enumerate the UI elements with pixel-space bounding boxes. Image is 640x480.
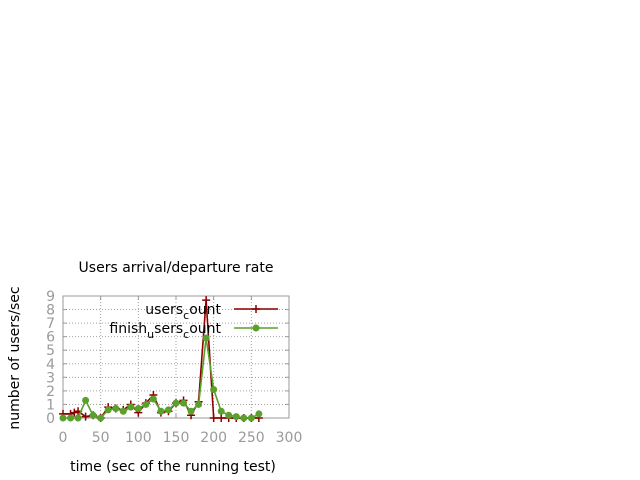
- data-point: [157, 407, 165, 415]
- y-tick-label: 3: [46, 370, 55, 386]
- data-point: [240, 414, 248, 422]
- data-point: [119, 407, 127, 415]
- data-point: [142, 400, 150, 408]
- y-tick-label: 0: [46, 411, 55, 427]
- y-tick-label: 5: [46, 343, 55, 359]
- data-point: [134, 405, 142, 413]
- x-tick-label: 300: [276, 430, 303, 446]
- data-point: [217, 407, 225, 415]
- data-point: [247, 414, 255, 422]
- gridlines: [63, 296, 289, 418]
- data-point: [67, 414, 75, 422]
- data-point: [195, 400, 203, 408]
- y-tick-label: 1: [46, 397, 55, 413]
- y-tick-label: 4: [46, 357, 55, 373]
- data-point: [172, 399, 180, 407]
- series-layer: [59, 296, 263, 422]
- data-point: [149, 395, 157, 403]
- x-tick-label: 0: [59, 430, 68, 446]
- x-axis-label: time (sec of the running test): [70, 459, 276, 475]
- data-point: [202, 296, 211, 305]
- x-tick-label: 100: [125, 430, 152, 446]
- data-point: [70, 408, 79, 417]
- data-point: [74, 414, 82, 422]
- data-point: [180, 399, 188, 407]
- legend-label: finishuserscount: [109, 321, 221, 341]
- data-point: [232, 413, 240, 421]
- data-point: [164, 406, 172, 414]
- x-tick-label: 200: [200, 430, 227, 446]
- data-point: [127, 403, 135, 411]
- data-point: [202, 334, 210, 342]
- data-point: [255, 410, 263, 418]
- y-axis-label: number of users/sec: [7, 286, 23, 429]
- chart-title: Users arrival/departure rate: [79, 260, 274, 276]
- data-point: [89, 411, 97, 419]
- data-point: [104, 406, 112, 414]
- data-point: [82, 396, 90, 404]
- data-point: [217, 414, 226, 422]
- x-tick-label: 250: [238, 430, 265, 446]
- data-point: [225, 411, 233, 419]
- legend-label: userscount: [145, 302, 221, 322]
- data-point: [210, 386, 218, 394]
- series-finish_users_count: [59, 334, 263, 422]
- data-point: [59, 414, 67, 422]
- y-tick-label: 2: [46, 384, 55, 400]
- x-tick-label: 150: [163, 430, 190, 446]
- data-point: [112, 405, 120, 413]
- x-tick-label: 50: [92, 430, 110, 446]
- data-point: [209, 414, 218, 422]
- y-tick-label: 6: [46, 330, 55, 346]
- series-line: [63, 337, 260, 419]
- legend-swatch-marker: [252, 305, 260, 313]
- data-point: [81, 412, 90, 421]
- y-tick-label: 8: [46, 303, 55, 319]
- x-axis: 0 50 100 150 200 250 300: [59, 296, 303, 446]
- data-point: [187, 407, 195, 415]
- y-tick-label: 7: [46, 316, 55, 332]
- legend-swatch-marker: [252, 324, 260, 332]
- y-tick-label: 9: [46, 289, 55, 305]
- data-point: [97, 414, 105, 422]
